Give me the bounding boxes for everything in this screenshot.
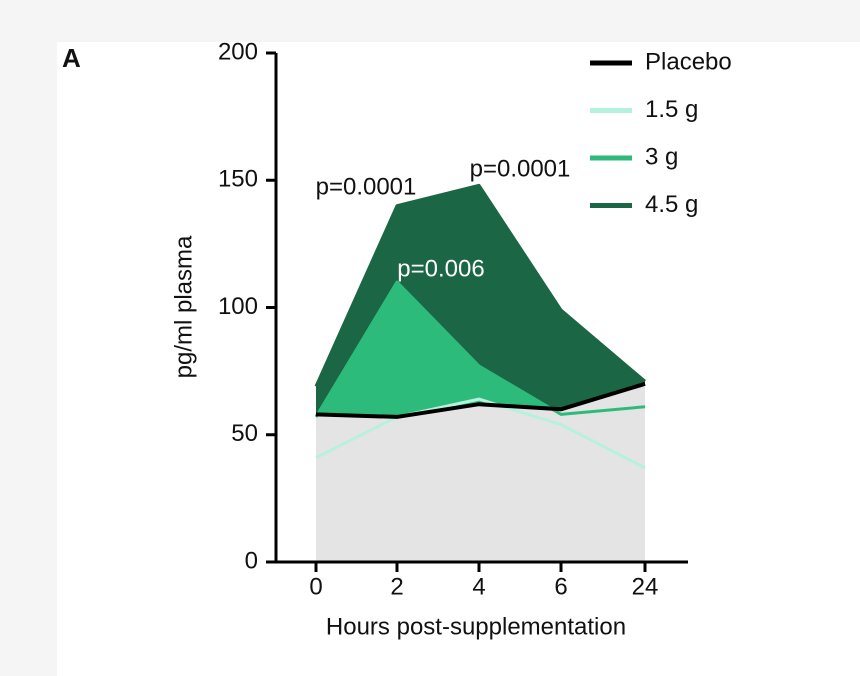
legend-label: 1.5 g (645, 96, 698, 123)
y-tick-label: 0 (245, 547, 258, 574)
x-tick-label: 4 (472, 573, 485, 600)
legend-label: Placebo (645, 48, 732, 75)
area (316, 383, 645, 562)
y-tick-label: 100 (218, 293, 258, 320)
y-tick-label: 50 (231, 420, 258, 447)
line (314, 280, 646, 418)
annotation: p=0.0001 (470, 155, 571, 182)
annotation: p=0.006 (397, 255, 484, 282)
x-tick-label: 2 (390, 573, 403, 600)
y-tick-label: 200 (218, 38, 258, 65)
y-axis-label: pg/ml plasma (170, 235, 197, 378)
y-tick-label: 150 (218, 166, 258, 193)
line (315, 381, 646, 419)
annotation: p=0.0001 (316, 173, 417, 200)
x-tick-label: 6 (554, 573, 567, 600)
line (314, 183, 646, 388)
x-axis-label: Hours post-supplementation (326, 613, 626, 640)
x-tick-label: 24 (632, 573, 659, 600)
panel-label: A (62, 43, 81, 73)
x-tick-label: 0 (309, 573, 322, 600)
line (315, 397, 646, 470)
legend-label: 4.5 g (645, 191, 698, 218)
legend-label: 3 g (645, 143, 678, 170)
